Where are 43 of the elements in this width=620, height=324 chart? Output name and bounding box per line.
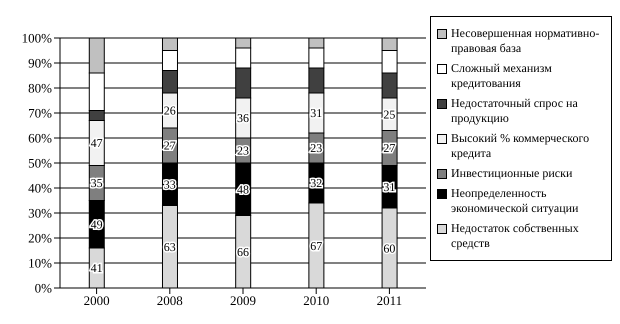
x-tick-label: 2011 <box>376 293 402 308</box>
legend-label: Инвестиционные риски <box>451 166 572 181</box>
x-tick-label: 2009 <box>230 293 256 308</box>
annotation: 48 <box>237 182 249 196</box>
annotation: 27 <box>164 138 176 153</box>
annotation: 26 <box>164 104 176 118</box>
annotation: 67 <box>310 238 322 253</box>
annotation: 60 <box>383 241 396 256</box>
annotation: 23 <box>237 144 249 158</box>
x-tick-label: 2010 <box>303 293 330 308</box>
legend-label: Неопределенность экономической ситуации <box>451 186 580 216</box>
annotation: 41 <box>90 261 103 276</box>
y-tick-label: 20% <box>28 230 52 246</box>
x-tick-label: 2000 <box>84 293 110 308</box>
annotation: 32 <box>310 176 322 190</box>
y-tick-label: 80% <box>28 80 52 96</box>
y-tick-label: 100% <box>22 30 52 46</box>
annotation: 35 <box>90 176 103 190</box>
annotation: 25 <box>383 107 396 122</box>
legend-label: Высокий % коммерческого кредита <box>451 131 590 161</box>
y-tick-label: 10% <box>28 256 52 271</box>
annotation: 23 <box>310 141 322 156</box>
y-tick-label: 60% <box>28 130 52 146</box>
annotation: 47 <box>90 136 103 150</box>
annotation: 27 <box>383 141 396 156</box>
annotation: 66 <box>237 245 249 260</box>
y-tick-label: 40% <box>28 180 52 196</box>
annotation: 49 <box>90 217 103 232</box>
annotation: 36 <box>237 111 249 126</box>
annotation: 63 <box>164 240 176 254</box>
annotation: 31 <box>310 106 322 120</box>
y-tick-label: 30% <box>28 206 52 221</box>
legend-label: Недостаток собственных средств <box>451 221 580 251</box>
legend-label: Сложный механизм кредитования <box>451 61 553 91</box>
annotation: 33 <box>164 177 176 192</box>
x-tick-label: 2008 <box>156 293 183 308</box>
annotation: 31 <box>383 180 396 194</box>
legend-label: Недостаточный спрос на продукцию <box>451 96 579 126</box>
y-tick-label: 0% <box>34 280 52 296</box>
legend-label: Несовершенная нормативно-правовая база <box>451 26 600 56</box>
y-tick-label: 50% <box>28 156 52 171</box>
y-tick-label: 90% <box>28 56 52 71</box>
y-tick-label: 70% <box>28 106 52 121</box>
